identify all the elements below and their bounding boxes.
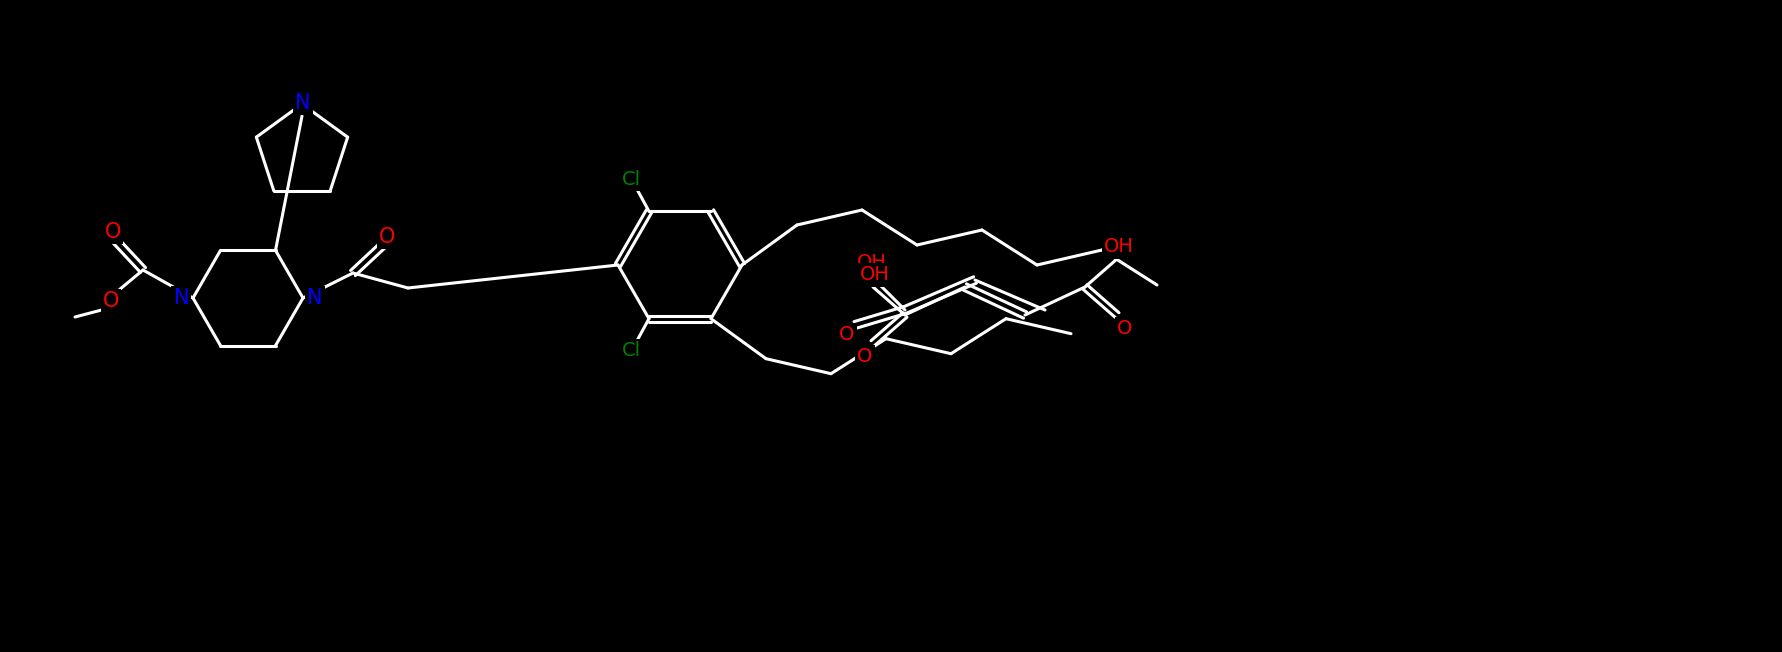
Text: O: O (103, 291, 119, 311)
Text: OH: OH (857, 254, 887, 273)
Text: Cl: Cl (622, 170, 640, 189)
Text: N: N (307, 288, 323, 308)
Text: O: O (857, 348, 873, 366)
Text: O: O (103, 291, 119, 311)
Text: OH: OH (1105, 237, 1133, 256)
Text: OH: OH (861, 265, 889, 284)
Text: O: O (105, 222, 121, 242)
Text: O: O (380, 227, 396, 247)
Text: N: N (296, 93, 310, 113)
Text: Cl: Cl (622, 341, 640, 360)
Text: N: N (173, 288, 189, 308)
Text: O: O (105, 222, 121, 242)
Text: O: O (839, 325, 855, 344)
Text: O: O (1117, 319, 1133, 338)
Text: Cl: Cl (622, 170, 640, 189)
Text: Cl: Cl (622, 341, 640, 360)
Text: N: N (173, 288, 189, 308)
Text: N: N (307, 288, 323, 308)
Text: O: O (380, 227, 396, 247)
Text: N: N (296, 93, 310, 113)
